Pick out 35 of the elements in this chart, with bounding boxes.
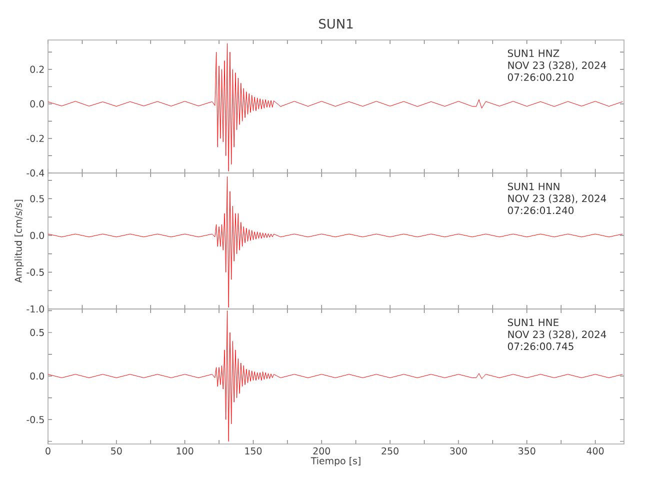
x-tick-label: 350 [518, 447, 536, 455]
y-tick-label: 0.5 [30, 328, 44, 336]
line-series [48, 43, 623, 172]
y-tick-label: 0.0 [30, 372, 44, 380]
x-tick-label: 250 [382, 447, 398, 455]
y-tick-label: 0.2 [30, 66, 44, 73]
x-tick-label: 50 [111, 447, 122, 455]
annotation: 07:26:01.240 [508, 206, 574, 214]
x-tick-label: 150 [245, 447, 262, 455]
line-series [48, 176, 623, 308]
x-tick-label: 400 [586, 447, 604, 455]
y-axis-title: Amplitud [cm/s/s] [14, 200, 24, 283]
y-tick-label: 0.5 [30, 195, 44, 202]
x-axis-title: Tiempo [s] [310, 457, 360, 466]
annotation: NOV 23 (328), 2024 [508, 194, 606, 204]
annotation: NOV 23 (328), 2024 [508, 330, 606, 340]
line-series [48, 310, 623, 442]
y-tick-label: 0.0 [30, 232, 44, 240]
y-tick-label: -0.5 [26, 268, 44, 276]
annotation: 07:26:00.745 [508, 342, 574, 350]
y-tick-label: -0.5 [26, 416, 44, 424]
x-tick-label: 0 [46, 447, 50, 455]
annotation: SUN1 HNE [508, 318, 558, 326]
annotation: NOV 23 (328), 2024 [508, 61, 606, 70]
x-tick-label: 300 [450, 447, 467, 455]
y-tick-label: 0.0 [30, 100, 44, 108]
annotation: SUN1 HNN [508, 182, 560, 190]
x-tick-label: 200 [313, 447, 330, 455]
chart-title: SUN1 [319, 18, 353, 29]
annotation: SUN1 HNZ [508, 49, 560, 58]
x-tick-label: 100 [176, 447, 194, 455]
y-tick-label: -0.2 [26, 134, 44, 142]
y-tick-label: -1.0 [26, 305, 44, 313]
annotation: 07:26:00.210 [508, 73, 574, 81]
y-tick-label: -0.4 [26, 169, 44, 177]
